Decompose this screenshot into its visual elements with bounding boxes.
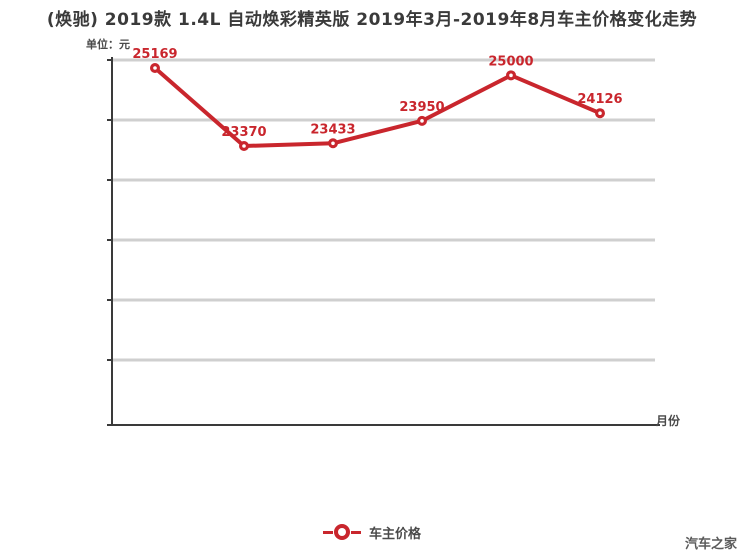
legend-line-marker-icon	[322, 524, 361, 540]
data-point-center	[509, 73, 513, 78]
data-point-label: 25000	[488, 54, 533, 69]
data-point-center	[331, 141, 335, 146]
chart-title: (焕驰) 2019款 1.4L 自动焕彩精英版 2019年3月-2019年8月车…	[46, 10, 698, 30]
chart-legend: 车主价格	[0, 519, 744, 545]
data-point-center	[153, 66, 157, 70]
data-point-center	[420, 119, 424, 123]
data-point-label: 23950	[399, 100, 444, 115]
data-point-label: 25169	[132, 47, 177, 62]
data-point-label: 24126	[577, 92, 622, 107]
data-point-label: 23370	[221, 125, 266, 140]
watermark-autohome: 汽车之家	[684, 537, 737, 552]
data-point-center	[242, 144, 246, 148]
x-axis-label: 月份	[656, 414, 681, 428]
legend-series-label: 车主价格	[368, 526, 421, 542]
price-trend-line	[153, 66, 602, 148]
y-axis-unit-label: 单位：元	[86, 38, 130, 51]
data-point-label: 23433	[310, 122, 355, 137]
data-point-center	[598, 111, 602, 116]
